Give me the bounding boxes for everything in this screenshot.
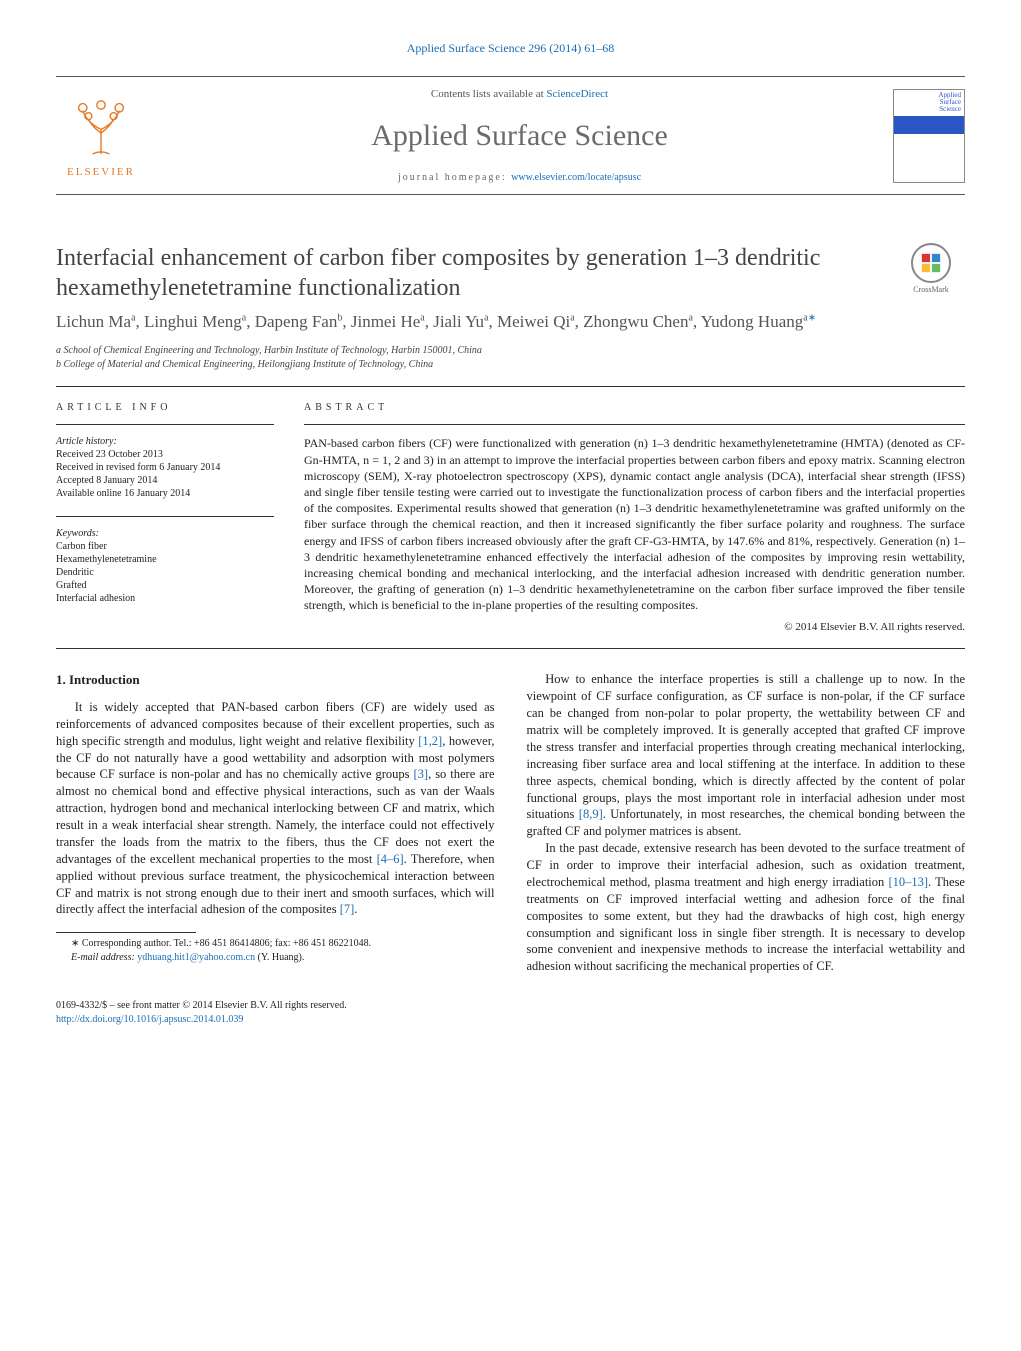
journal-reference: Applied Surface Science 296 (2014) 61–68 xyxy=(56,40,965,56)
affiliations: a School of Chemical Engineering and Tec… xyxy=(56,344,965,372)
abstract-text: PAN-based carbon fibers (CF) were functi… xyxy=(304,435,965,613)
divider xyxy=(56,648,965,649)
masthead-center: Contents lists available at ScienceDirec… xyxy=(162,87,877,184)
paper-title: Interfacial enhancement of carbon fiber … xyxy=(56,243,873,303)
article-history: Article history: Received 23 October 201… xyxy=(56,435,274,500)
citation-link[interactable]: [1,2] xyxy=(418,734,442,748)
journal-ref-link[interactable]: Applied Surface Science 296 (2014) 61–68 xyxy=(407,41,615,55)
elsevier-wordmark: ELSEVIER xyxy=(67,165,135,180)
footnotes: ∗ Corresponding author. Tel.: +86 451 86… xyxy=(56,937,495,964)
crossmark-label: CrossMark xyxy=(913,285,949,294)
intro-paragraph: In the past decade, extensive research h… xyxy=(527,840,966,975)
divider xyxy=(56,386,965,387)
intro-paragraph: It is widely accepted that PAN-based car… xyxy=(56,699,495,918)
citation-link[interactable]: [4–6] xyxy=(377,852,404,866)
crossmark-icon xyxy=(911,243,951,283)
body-two-column: 1. Introduction It is widely accepted th… xyxy=(56,671,965,975)
homepage-link[interactable]: www.elsevier.com/locate/apsusc xyxy=(511,172,641,183)
email-line: E-mail address: ydhuang.hit1@yahoo.com.c… xyxy=(56,951,495,965)
title-row: Interfacial enhancement of carbon fiber … xyxy=(56,243,965,303)
journal-title: Applied Surface Science xyxy=(162,116,877,157)
divider xyxy=(56,424,274,425)
citation-link[interactable]: [3] xyxy=(414,767,429,781)
homepage-prefix: journal homepage: xyxy=(398,172,511,183)
doi-link[interactable]: http://dx.doi.org/10.1016/j.apsusc.2014.… xyxy=(56,1014,243,1025)
section-heading-intro: 1. Introduction xyxy=(56,671,495,689)
affiliation-b: b College of Material and Chemical Engin… xyxy=(56,358,965,372)
abstract-col: abstract PAN-based carbon fibers (CF) we… xyxy=(304,401,965,634)
email-link[interactable]: ydhuang.hit1@yahoo.com.cn xyxy=(137,952,255,963)
article-info-label: article info xyxy=(56,401,274,415)
abstract-label: abstract xyxy=(304,401,965,415)
sciencedirect-link[interactable]: ScienceDirect xyxy=(546,88,608,100)
crossmark-widget[interactable]: CrossMark xyxy=(897,243,965,303)
keywords: Keywords: Carbon fiber Hexamethylenetetr… xyxy=(56,527,274,605)
cover-tag: Applied Surface Science xyxy=(938,92,961,113)
affiliation-a: a School of Chemical Engineering and Tec… xyxy=(56,344,965,358)
contents-prefix: Contents lists available at xyxy=(431,88,546,100)
divider xyxy=(56,516,274,517)
publisher-logo-col: ELSEVIER xyxy=(56,91,146,180)
elsevier-tree-icon xyxy=(66,91,136,161)
corresponding-author: ∗ Corresponding author. Tel.: +86 451 86… xyxy=(56,937,495,951)
journal-cover-thumb: Applied Surface Science xyxy=(893,89,965,183)
masthead: ELSEVIER Contents lists available at Sci… xyxy=(56,76,965,195)
intro-paragraph: How to enhance the interface properties … xyxy=(527,671,966,840)
divider xyxy=(304,424,965,425)
page-footer: 0169-4332/$ – see front matter © 2014 El… xyxy=(56,999,965,1026)
author-list: Lichun Maa, Linghui Menga, Dapeng Fanb, … xyxy=(56,311,965,334)
article-info-abstract-row: article info Article history: Received 2… xyxy=(56,401,965,634)
journal-homepage-line: journal homepage: www.elsevier.com/locat… xyxy=(162,171,877,185)
article-info-col: article info Article history: Received 2… xyxy=(56,401,274,634)
abstract-copyright: © 2014 Elsevier B.V. All rights reserved… xyxy=(304,620,965,635)
citation-link[interactable]: [10–13] xyxy=(888,875,928,889)
issn-line: 0169-4332/$ – see front matter © 2014 El… xyxy=(56,999,965,1013)
contents-lists-line: Contents lists available at ScienceDirec… xyxy=(162,87,877,102)
cover-thumbnail-col: Applied Surface Science xyxy=(893,89,965,183)
citation-link[interactable]: [8,9] xyxy=(579,807,603,821)
citation-link[interactable]: [7] xyxy=(340,902,355,916)
footnote-separator xyxy=(56,932,196,933)
